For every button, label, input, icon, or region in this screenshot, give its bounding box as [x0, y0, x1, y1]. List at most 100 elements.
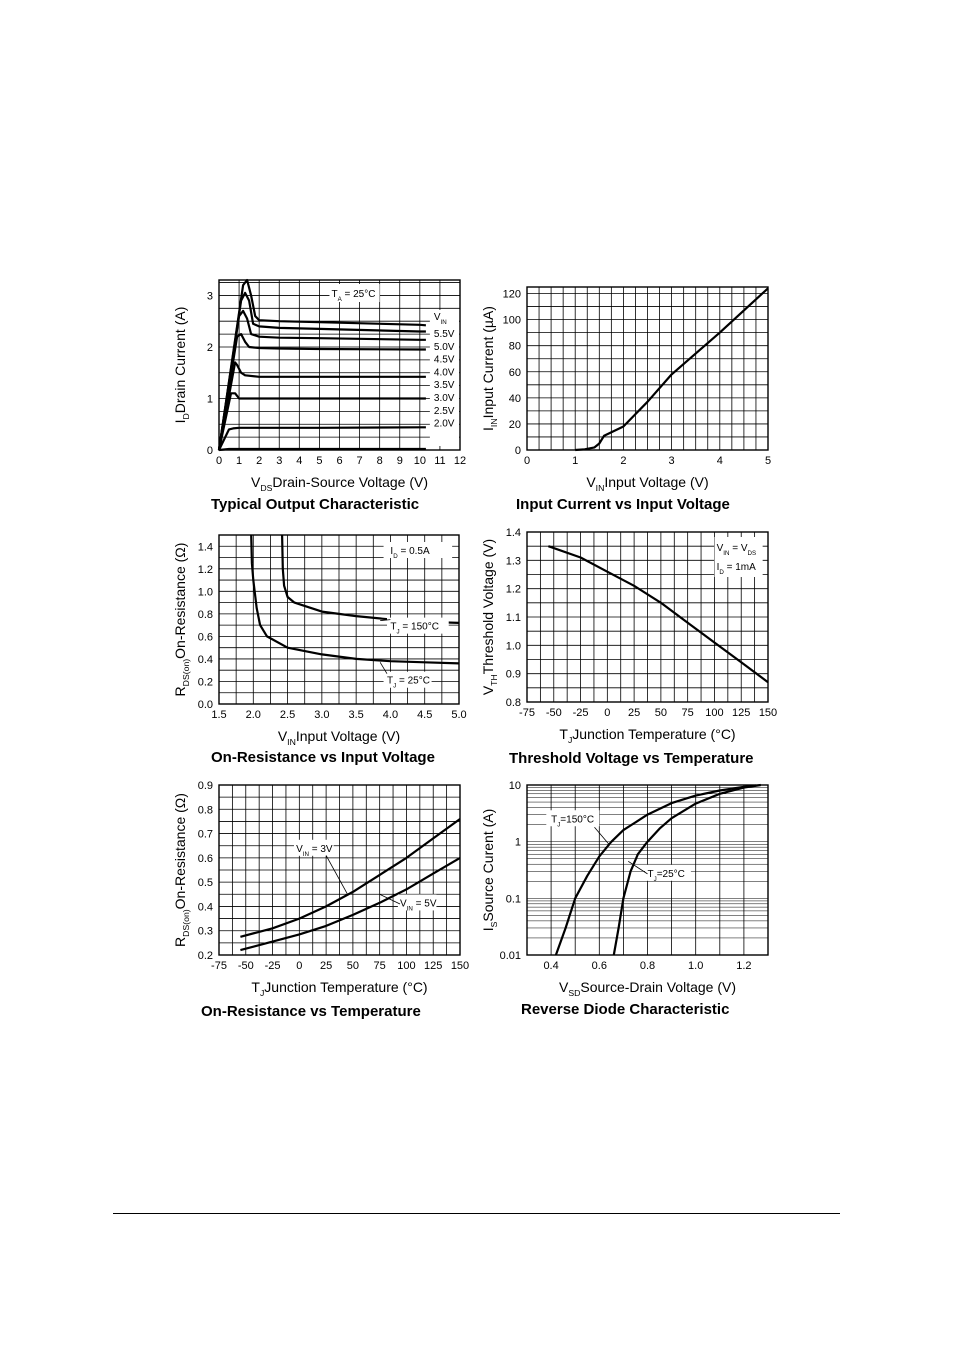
x-tick-label: 2.5: [280, 709, 295, 721]
series-line: [612, 783, 761, 956]
x-tick-label: 75: [374, 960, 386, 972]
leader-line: [325, 855, 348, 895]
y-tick-label: 0.6: [198, 631, 213, 643]
leader-line: [379, 893, 401, 905]
label-bg: [546, 810, 600, 827]
legend-label: 3.5V: [434, 380, 455, 391]
x-tick-label: 2.0: [246, 709, 261, 721]
x-tick-label: -75: [211, 960, 227, 972]
x-tick-label: 1.2: [736, 960, 751, 972]
y-tick-label: 0.6: [198, 853, 213, 865]
plot-frame: [526, 286, 769, 451]
y-tick-label: 1.0: [506, 640, 521, 652]
x-tick-label: 1.0: [688, 960, 703, 972]
leader-line: [594, 826, 610, 845]
label-bg: [293, 839, 334, 856]
y-tick-label: 0.8: [198, 804, 213, 816]
y-tick-label: 0.5: [198, 877, 213, 889]
leader-line: [379, 662, 388, 674]
chart-reverse-diode: 0.4 0.6 0.8 1.0 1.2 0.01 0.1 1 10 VSDSource-Drain…: [470, 775, 790, 1003]
x-tick-label: 0.6: [592, 960, 607, 972]
series-label: TJ = 150°C: [390, 622, 439, 636]
series-label: VIN = 5V: [400, 898, 437, 912]
x-tick-label: 7: [357, 455, 363, 467]
y-tick-label: 0.2: [198, 676, 213, 688]
plot-grid: [526, 287, 769, 451]
plot-frame: [218, 784, 461, 956]
chart-threshold-vs-temp: -75 -50 -25 0 25 50 75 100 125 150 0.8 0.9 1.0 1.1 1.2…: [470, 522, 790, 750]
x-tick-label: 25: [320, 960, 332, 972]
y-tick-label: 80: [509, 341, 521, 353]
annotation-vin: VIN = VDS: [717, 543, 757, 557]
x-axis-title: TJJunction Temperature (°C): [251, 979, 427, 998]
y-tick-label: 0.0: [198, 699, 213, 711]
y-tick-label: 0.1: [506, 893, 521, 905]
y-tick-label: 1.4: [198, 541, 213, 553]
legend-label: 4.5V: [434, 355, 455, 366]
x-axis-title: VDSDrain-Source Voltage (V): [251, 474, 428, 493]
x-tick-label: 0: [524, 455, 530, 467]
annotation-id: ID = 0.5A: [390, 546, 430, 560]
chart-title-onres-vs-temp: On-Resistance vs Temperature: [201, 1003, 421, 1020]
series-line: [217, 361, 426, 451]
y-axis-title: VTHThreshold Voltage (V): [480, 539, 499, 695]
x-axis-title: TJJunction Temperature (°C): [559, 726, 735, 745]
label-bg: [645, 864, 691, 881]
x-tick-label: 50: [655, 707, 667, 719]
legend-bg: [429, 310, 459, 446]
legend-label: 3.0V: [434, 393, 455, 404]
series-line: [217, 309, 426, 451]
x-tick-label: 10: [414, 455, 426, 467]
annotation-id: ID = 1mA: [717, 562, 757, 576]
chart-threshold-vs-temp-plot: -75 -50 -25 0 25 50 75 100 125 150 0.8 0.9 1.0 1.1 1.2…: [480, 527, 777, 745]
y-tick-label: 100: [503, 315, 521, 327]
y-tick-label: 0: [515, 445, 521, 457]
chart-onres-vs-vin: 1.5 2.0 2.5 3.0 3.5 4.0 4.5 5.0 0.0 0.2 0.4 0.6 0.8 1…: [160, 522, 480, 750]
x-tick-label: 25: [628, 707, 640, 719]
y-tick-label: 0.9: [198, 780, 213, 792]
x-tick-label: 0: [216, 455, 222, 467]
y-tick-label: 0.7: [198, 829, 213, 841]
x-axis-title: VINInput Voltage (V): [586, 474, 708, 493]
y-tick-label: 1.2: [506, 584, 521, 596]
y-tick-label: 2: [207, 342, 213, 354]
x-tick-label: 150: [759, 707, 777, 719]
leader-line: [380, 619, 391, 622]
leader-line: [628, 860, 648, 875]
x-tick-label: 1: [572, 455, 578, 467]
y-tick-label: 0.8: [506, 697, 521, 709]
x-tick-label: 3.0: [314, 709, 329, 721]
y-tick-label: 0.9: [506, 669, 521, 681]
chart-title-reverse-diode: Reverse Diode Characteristic: [521, 1001, 730, 1018]
y-tick-label: 0.2: [198, 950, 213, 962]
series-label: TJ=150°C: [551, 814, 594, 828]
series-line: [217, 332, 426, 451]
series-line: [554, 784, 757, 956]
y-tick-label: 0.4: [198, 901, 213, 913]
plot-frame: [526, 784, 769, 956]
x-tick-label: 3: [669, 455, 675, 467]
y-axis-title: ISSource Curent (A): [480, 809, 499, 932]
chart-title-threshold-vs-temp: Threshold Voltage vs Temperature: [509, 750, 754, 767]
y-tick-label: 0.8: [198, 609, 213, 621]
x-tick-label: -50: [238, 960, 254, 972]
chart-reverse-diode-plot: 0.4 0.6 0.8 1.0 1.2 0.01 0.1 1 10 VSDSource-Drain…: [480, 780, 769, 998]
x-tick-label: 0.8: [640, 960, 655, 972]
x-tick-label: 4.0: [383, 709, 398, 721]
x-tick-label: 5: [765, 455, 771, 467]
y-tick-label: 120: [503, 289, 521, 301]
annotation-bg: [383, 542, 453, 558]
x-tick-label: 1: [236, 455, 242, 467]
label-bg: [397, 894, 437, 911]
series-label: VIN = 3V: [296, 844, 333, 858]
y-axis-title: IINInput Current (µA): [480, 306, 499, 431]
x-tick-label: 0: [296, 960, 302, 972]
chart-onres-vs-temp: -75 -50 -25 0 25 50 75 100 125 150 0.2 0.3 0.4 0.5 0.6…: [160, 775, 480, 1003]
x-axis-title: VINInput Voltage (V): [278, 728, 400, 747]
y-axis-title: RDS(on)On-Resistance (Ω): [172, 793, 191, 947]
legend-label: 4.0V: [434, 367, 455, 378]
y-tick-label: 10: [509, 780, 521, 792]
y-tick-label: 1.1: [506, 612, 521, 624]
y-tick-label: 1.0: [198, 586, 213, 598]
